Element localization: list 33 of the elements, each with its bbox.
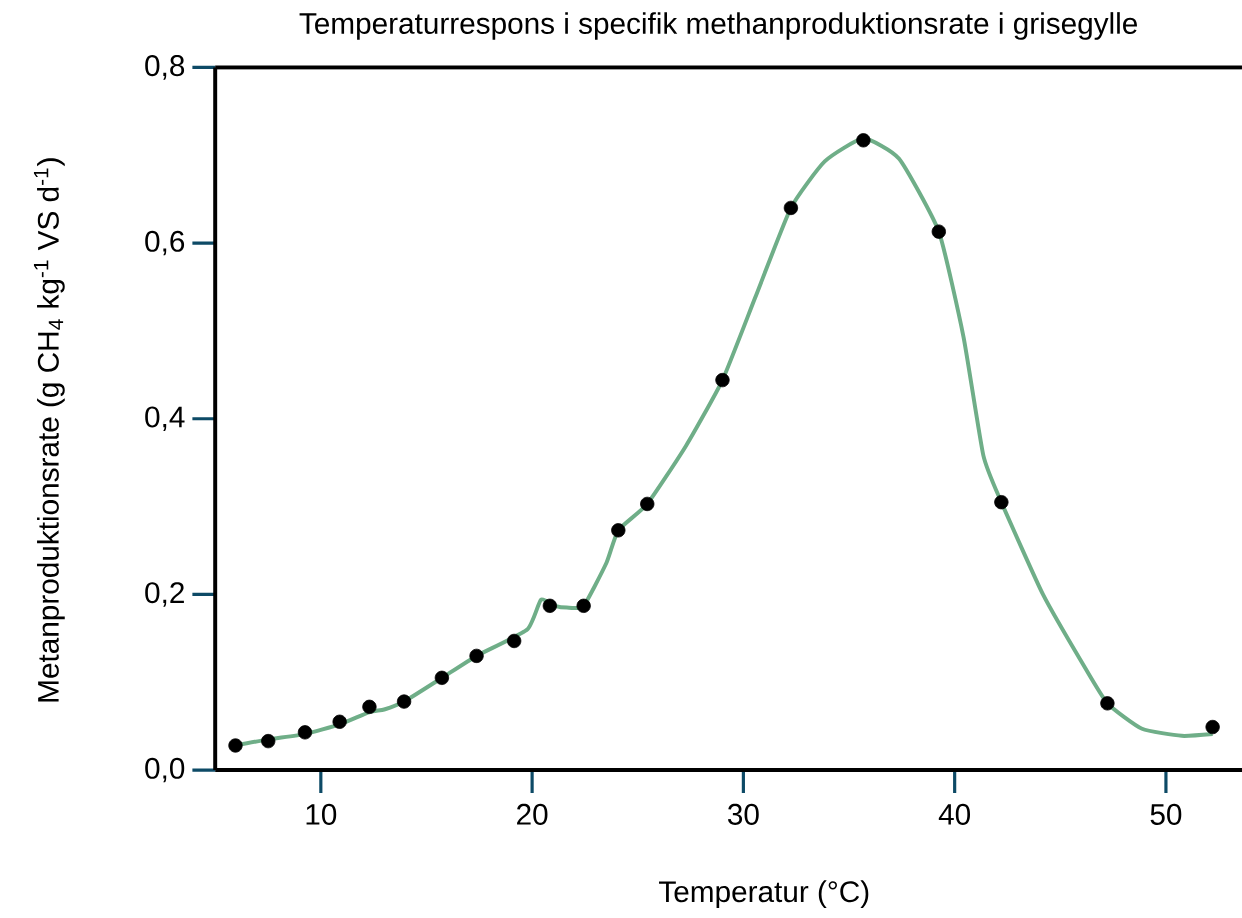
y-tick-label: 0,8	[145, 55, 185, 80]
x-tick-label: 20	[517, 803, 548, 825]
x-tick-label: 10	[306, 803, 337, 825]
y-axis-title: Metanproduktionsrate (g CH$_{4}$ kg$^{-1}$ VS d$^{-1}$)	[33, 158, 65, 702]
y-tick-label: 0,0	[145, 757, 185, 783]
point	[1100, 696, 1115, 711]
point	[332, 714, 347, 730]
point	[856, 133, 871, 148]
point	[576, 598, 591, 614]
point	[1205, 720, 1220, 735]
x-axis-title: Temperatur (°C)	[659, 880, 869, 909]
chart-title: Temperaturrespons i specifik methanproduktionsrate i grisegylle	[299, 12, 1137, 40]
point	[434, 670, 450, 686]
point	[396, 694, 412, 709]
point	[228, 738, 243, 753]
point	[507, 633, 522, 649]
point	[640, 496, 655, 512]
y-tick-label: 0,6	[145, 230, 185, 256]
point	[261, 734, 276, 749]
point	[994, 495, 1009, 510]
point	[469, 648, 484, 664]
y-tick-label: 0,4	[145, 406, 185, 432]
x-tick-label: 30	[727, 803, 759, 825]
point	[362, 699, 377, 715]
point	[297, 725, 313, 740]
y-tick-label: 0,2	[145, 582, 184, 607]
x-tick-label: 40	[938, 803, 971, 825]
x-tick-label: 50	[1150, 803, 1182, 825]
point	[542, 598, 557, 614]
point	[611, 523, 626, 538]
point	[783, 200, 799, 216]
point	[931, 224, 946, 239]
point	[715, 373, 730, 388]
